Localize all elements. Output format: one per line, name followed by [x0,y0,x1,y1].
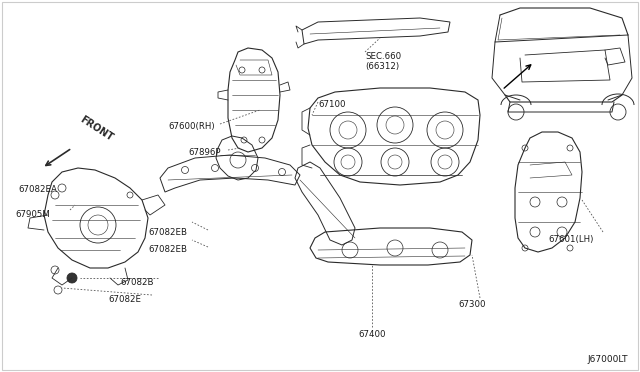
Text: 67400: 67400 [358,330,386,339]
Text: 67905M: 67905M [15,210,50,219]
Text: 67082E: 67082E [108,295,141,304]
Text: 67600(RH): 67600(RH) [168,122,214,131]
Text: 67082EA: 67082EA [18,185,57,194]
Text: SEC.660
(66312): SEC.660 (66312) [365,52,401,71]
Text: 67100: 67100 [318,100,346,109]
Text: FRONT: FRONT [78,114,115,143]
Text: 67082EB: 67082EB [148,245,187,254]
Text: 67082EB: 67082EB [148,228,187,237]
Text: 67082B: 67082B [120,278,154,287]
Text: 67896P: 67896P [188,148,221,157]
Text: J67000LT: J67000LT [588,355,628,364]
Circle shape [67,273,77,283]
Text: 67601(LH): 67601(LH) [548,235,593,244]
Text: 67300: 67300 [458,300,486,309]
